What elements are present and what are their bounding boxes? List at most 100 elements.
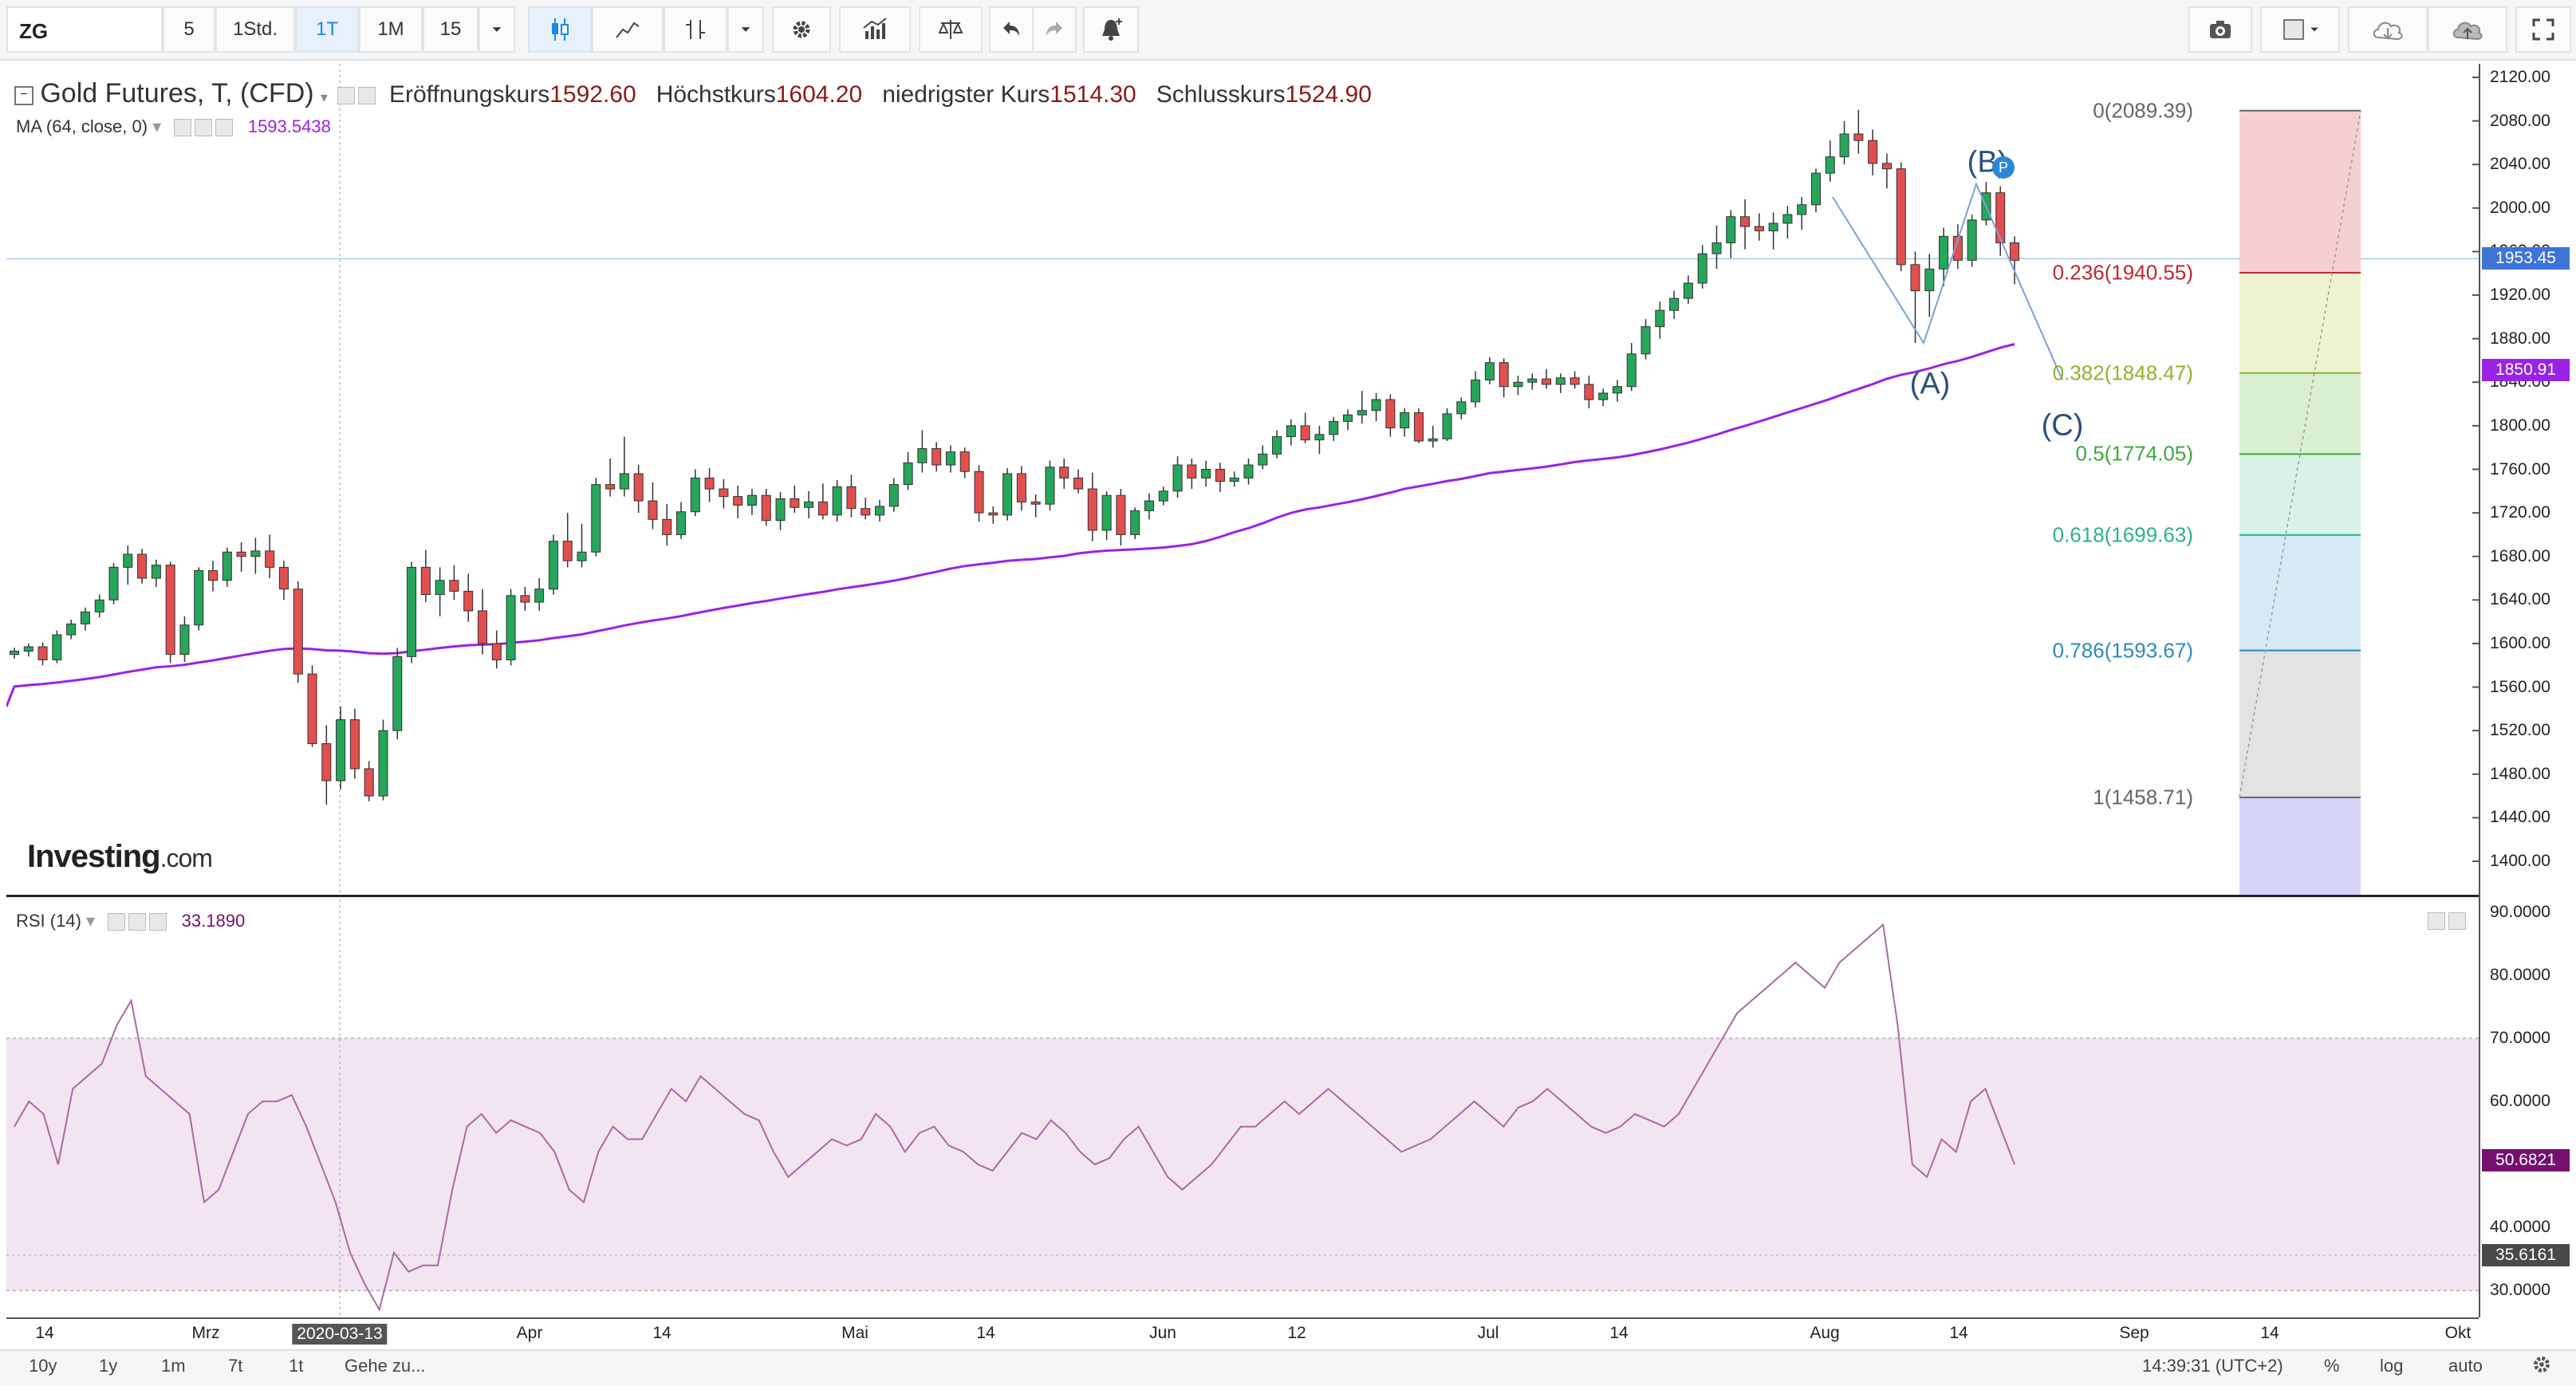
template-button[interactable] xyxy=(2260,6,2340,53)
bar-type-button[interactable] xyxy=(664,6,727,53)
gear-icon[interactable] xyxy=(128,913,147,931)
candle xyxy=(506,589,516,666)
candle xyxy=(66,619,77,640)
clock-display[interactable]: 14:39:31 (UTC+2) xyxy=(2142,1356,2283,1376)
top-toolbar: ZG 5 1Std. 1T 1M 15 xyxy=(0,0,2576,61)
candle xyxy=(1314,425,1325,455)
candle-body xyxy=(151,565,161,579)
eye-icon[interactable] xyxy=(108,913,126,931)
time-axis[interactable] xyxy=(6,1317,2479,1351)
candle xyxy=(704,468,715,502)
load-cloud-button[interactable] xyxy=(2348,6,2428,53)
candle xyxy=(775,492,786,530)
candle xyxy=(1768,212,1778,250)
undo-button[interactable] xyxy=(989,6,1034,53)
candle xyxy=(1002,468,1013,521)
candle-body xyxy=(662,518,672,535)
alert-button[interactable] xyxy=(1083,6,1139,53)
candle-body xyxy=(1357,410,1367,415)
pattern-marker-icon[interactable]: P xyxy=(1992,156,2015,179)
save-cloud-button[interactable] xyxy=(2428,6,2507,53)
price-legend: − Gold Futures, T, (CFD) ▾ Eröffnungskur… xyxy=(14,78,1372,109)
goto-date-button[interactable]: Gehe zu... xyxy=(345,1356,426,1376)
price-axis-label: 1640.00 xyxy=(2490,590,2550,609)
interval-1d-button[interactable]: 1T xyxy=(295,6,359,53)
candle-body xyxy=(1016,473,1026,502)
high-label: Höchstkurs xyxy=(656,81,776,108)
candle-body xyxy=(1797,204,1807,215)
time-axis-label: Aug xyxy=(1810,1324,1840,1342)
range-1y-button[interactable]: 1y xyxy=(99,1356,118,1376)
move-up-icon[interactable] xyxy=(2428,912,2445,930)
candle xyxy=(449,565,459,600)
log-scale-button[interactable]: log xyxy=(2380,1356,2404,1376)
auto-scale-button[interactable]: auto xyxy=(2448,1356,2483,1376)
compare-button[interactable] xyxy=(919,6,983,53)
candle-body xyxy=(392,656,403,731)
undo-icon xyxy=(1003,22,1019,36)
legend-dropdown-icon[interactable]: ▾ xyxy=(320,89,328,105)
area-chart-button[interactable] xyxy=(592,6,664,53)
candle xyxy=(1995,186,2006,256)
indicators-button[interactable] xyxy=(839,6,911,53)
ma-dropdown-icon[interactable]: ▾ xyxy=(152,116,162,136)
interval-5-button[interactable]: 5 xyxy=(163,6,215,53)
settings-button[interactable] xyxy=(772,6,831,53)
candle xyxy=(846,474,857,518)
interval-dropdown-button[interactable] xyxy=(479,6,515,53)
price-pane[interactable] xyxy=(6,64,2479,895)
symbol-input[interactable]: ZG xyxy=(6,6,163,53)
collapse-icon[interactable]: − xyxy=(14,86,33,106)
redo-button[interactable] xyxy=(1032,6,1077,53)
candles-chart-button[interactable] xyxy=(528,6,592,53)
gear-icon[interactable] xyxy=(2528,1351,2555,1383)
candle-body xyxy=(108,566,119,600)
candle xyxy=(1782,206,1793,239)
rsi-pane[interactable] xyxy=(6,900,2479,1316)
candle-body xyxy=(278,566,289,590)
candle xyxy=(1073,469,1084,494)
eye-icon[interactable] xyxy=(174,119,192,137)
candle xyxy=(903,451,913,490)
range-7t-button[interactable]: 7t xyxy=(228,1356,243,1376)
interval-1m-button[interactable]: 1M xyxy=(359,6,423,53)
candle xyxy=(1910,251,1920,344)
candle-body xyxy=(1471,380,1481,403)
interval-1h-button[interactable]: 1Std. xyxy=(215,6,295,53)
maximize-icon[interactable] xyxy=(2448,912,2466,930)
candle-body xyxy=(676,511,687,535)
pane-separator[interactable] xyxy=(6,895,2479,897)
percent-scale-button[interactable]: % xyxy=(2324,1356,2340,1376)
screenshot-button[interactable] xyxy=(2188,6,2252,53)
candle-body xyxy=(804,501,814,508)
candle-body xyxy=(1243,464,1254,478)
chart-type-dropdown[interactable] xyxy=(727,6,764,53)
candle-body xyxy=(817,501,828,516)
interval-15-button[interactable]: 15 xyxy=(423,6,479,53)
candle-body xyxy=(1839,133,1849,158)
gear-icon[interactable] xyxy=(195,119,213,137)
candle-body xyxy=(1513,381,1523,388)
candle xyxy=(1981,182,1991,226)
range-10y-button[interactable]: 10y xyxy=(29,1356,57,1376)
range-1t-button[interactable]: 1t xyxy=(289,1356,304,1376)
rsi-dropdown-icon[interactable]: ▾ xyxy=(86,911,96,931)
candle xyxy=(1740,199,1751,250)
high-value: 1604.20 xyxy=(775,81,863,108)
candle xyxy=(1683,275,1693,304)
candle-body xyxy=(1740,216,1751,227)
range-1m-button[interactable]: 1m xyxy=(161,1356,186,1376)
gear-icon[interactable] xyxy=(358,87,376,105)
candle-body xyxy=(378,730,388,797)
price-chart xyxy=(6,64,2479,895)
candle xyxy=(1853,109,1864,154)
candle-body xyxy=(1400,412,1410,429)
close-icon[interactable] xyxy=(215,119,234,137)
candle xyxy=(80,607,90,631)
candle-body xyxy=(1484,362,1495,381)
close-icon[interactable] xyxy=(149,913,167,931)
candle-body xyxy=(1442,413,1452,439)
candle-body xyxy=(1172,464,1183,492)
eye-icon[interactable] xyxy=(337,87,356,105)
fullscreen-button[interactable] xyxy=(2515,6,2571,53)
